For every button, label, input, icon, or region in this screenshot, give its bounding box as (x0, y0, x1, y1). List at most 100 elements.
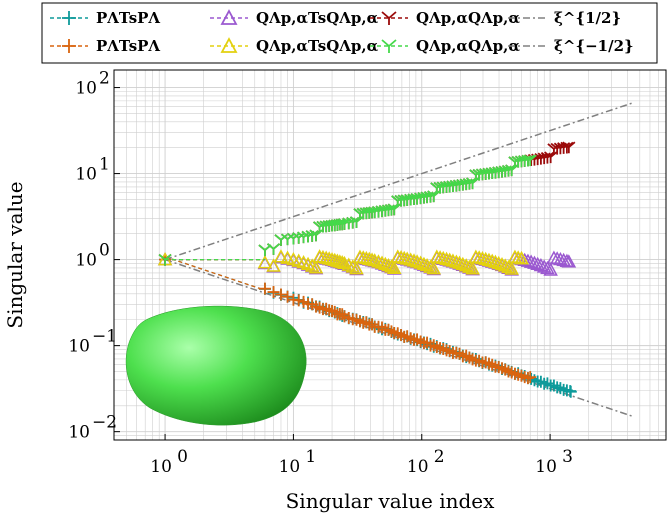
data-point (449, 179, 463, 192)
data-point (378, 256, 393, 271)
data-point (345, 259, 361, 273)
data-point (368, 206, 382, 219)
y-tick-label: 10 (68, 337, 90, 357)
x-axis-label: Singular value index (286, 489, 496, 513)
y-tick-exponent: 1 (99, 155, 110, 175)
legend-label: QΛp,αQΛp,α (416, 9, 520, 27)
y-tick-exponent: 0 (99, 241, 110, 261)
data-point (530, 256, 545, 271)
data-point (400, 194, 414, 206)
y-tick-exponent: 2 (99, 69, 110, 89)
x-tick-label: 10 (535, 457, 557, 477)
data-point (514, 251, 529, 265)
data-point (495, 165, 509, 178)
data-point (341, 257, 357, 271)
data-point (374, 255, 390, 269)
data-point (491, 255, 507, 270)
data-point (478, 251, 493, 266)
data-point (510, 250, 526, 264)
x-tick-label: 10 (150, 457, 172, 477)
y-tick-label: 10 (75, 165, 97, 185)
data-point (501, 259, 516, 274)
data-point (413, 255, 428, 269)
data-point (459, 178, 473, 191)
x-tick-label: 10 (279, 457, 301, 477)
data-point (420, 191, 434, 204)
data-point (520, 253, 536, 267)
data-point (443, 345, 456, 358)
data-point (399, 251, 415, 265)
data-point (537, 152, 551, 165)
data-point (549, 251, 565, 265)
data-point (527, 255, 542, 269)
data-point (562, 141, 576, 154)
data-point (488, 254, 503, 268)
legend-marker (381, 11, 397, 25)
data-point (300, 256, 316, 271)
data-point (366, 318, 379, 331)
data-point (498, 165, 512, 178)
data-point (445, 253, 461, 267)
data-point (328, 305, 341, 318)
data-point (492, 166, 506, 179)
data-point (349, 261, 364, 275)
data-point (266, 258, 281, 272)
data-point (367, 253, 382, 267)
x-tick-exponent: 2 (434, 447, 445, 467)
grid (113, 70, 667, 441)
data-point (414, 192, 428, 205)
data-point (258, 282, 271, 295)
data-point (501, 164, 516, 177)
legend-label: ξ^{−1/2} (554, 37, 634, 55)
data-point (386, 260, 402, 274)
data-point (540, 260, 555, 275)
plot-frame (113, 69, 667, 441)
data-point (554, 382, 567, 395)
data-point (334, 255, 350, 269)
y-tick-label: 10 (75, 251, 97, 271)
data-point (494, 257, 510, 271)
data-point (423, 190, 438, 203)
y-axis-label: Singular value (3, 181, 27, 328)
data-point (320, 302, 333, 315)
data-point (385, 325, 398, 338)
data-point (273, 249, 289, 263)
data-point (426, 261, 442, 275)
y-tick-label: 10 (75, 79, 97, 99)
data-point (435, 250, 451, 265)
data-point (452, 255, 467, 269)
legend-marker (381, 39, 397, 53)
data-point (371, 205, 386, 218)
data-point (449, 254, 464, 268)
data-point (409, 254, 425, 268)
data-point (524, 371, 537, 384)
data-point (456, 178, 470, 191)
x-tick-exponent: 3 (562, 447, 573, 467)
reference-line (164, 101, 635, 261)
data-point (439, 251, 454, 265)
data-point (443, 180, 457, 193)
data-point (403, 252, 418, 266)
data-series (158, 154, 537, 266)
data-point (407, 193, 421, 206)
series-line (164, 256, 266, 291)
series-group (157, 141, 577, 398)
x-tick-exponent: 0 (177, 447, 188, 467)
data-point (561, 254, 577, 268)
data-point (304, 258, 320, 272)
green-blob-surface (125, 305, 307, 426)
data-point (446, 180, 460, 193)
data-series (159, 253, 537, 385)
data-point (452, 179, 467, 192)
data-point (481, 252, 497, 266)
data-point (523, 154, 537, 167)
data-point (497, 258, 513, 272)
legend-box (41, 2, 658, 64)
y-tick-exponent: −2 (92, 413, 117, 433)
data-point (384, 259, 399, 273)
data-point (419, 257, 435, 272)
data-point (488, 166, 503, 179)
data-point (536, 259, 552, 273)
y-tick-exponent: −1 (92, 327, 117, 347)
data-point (281, 290, 294, 303)
